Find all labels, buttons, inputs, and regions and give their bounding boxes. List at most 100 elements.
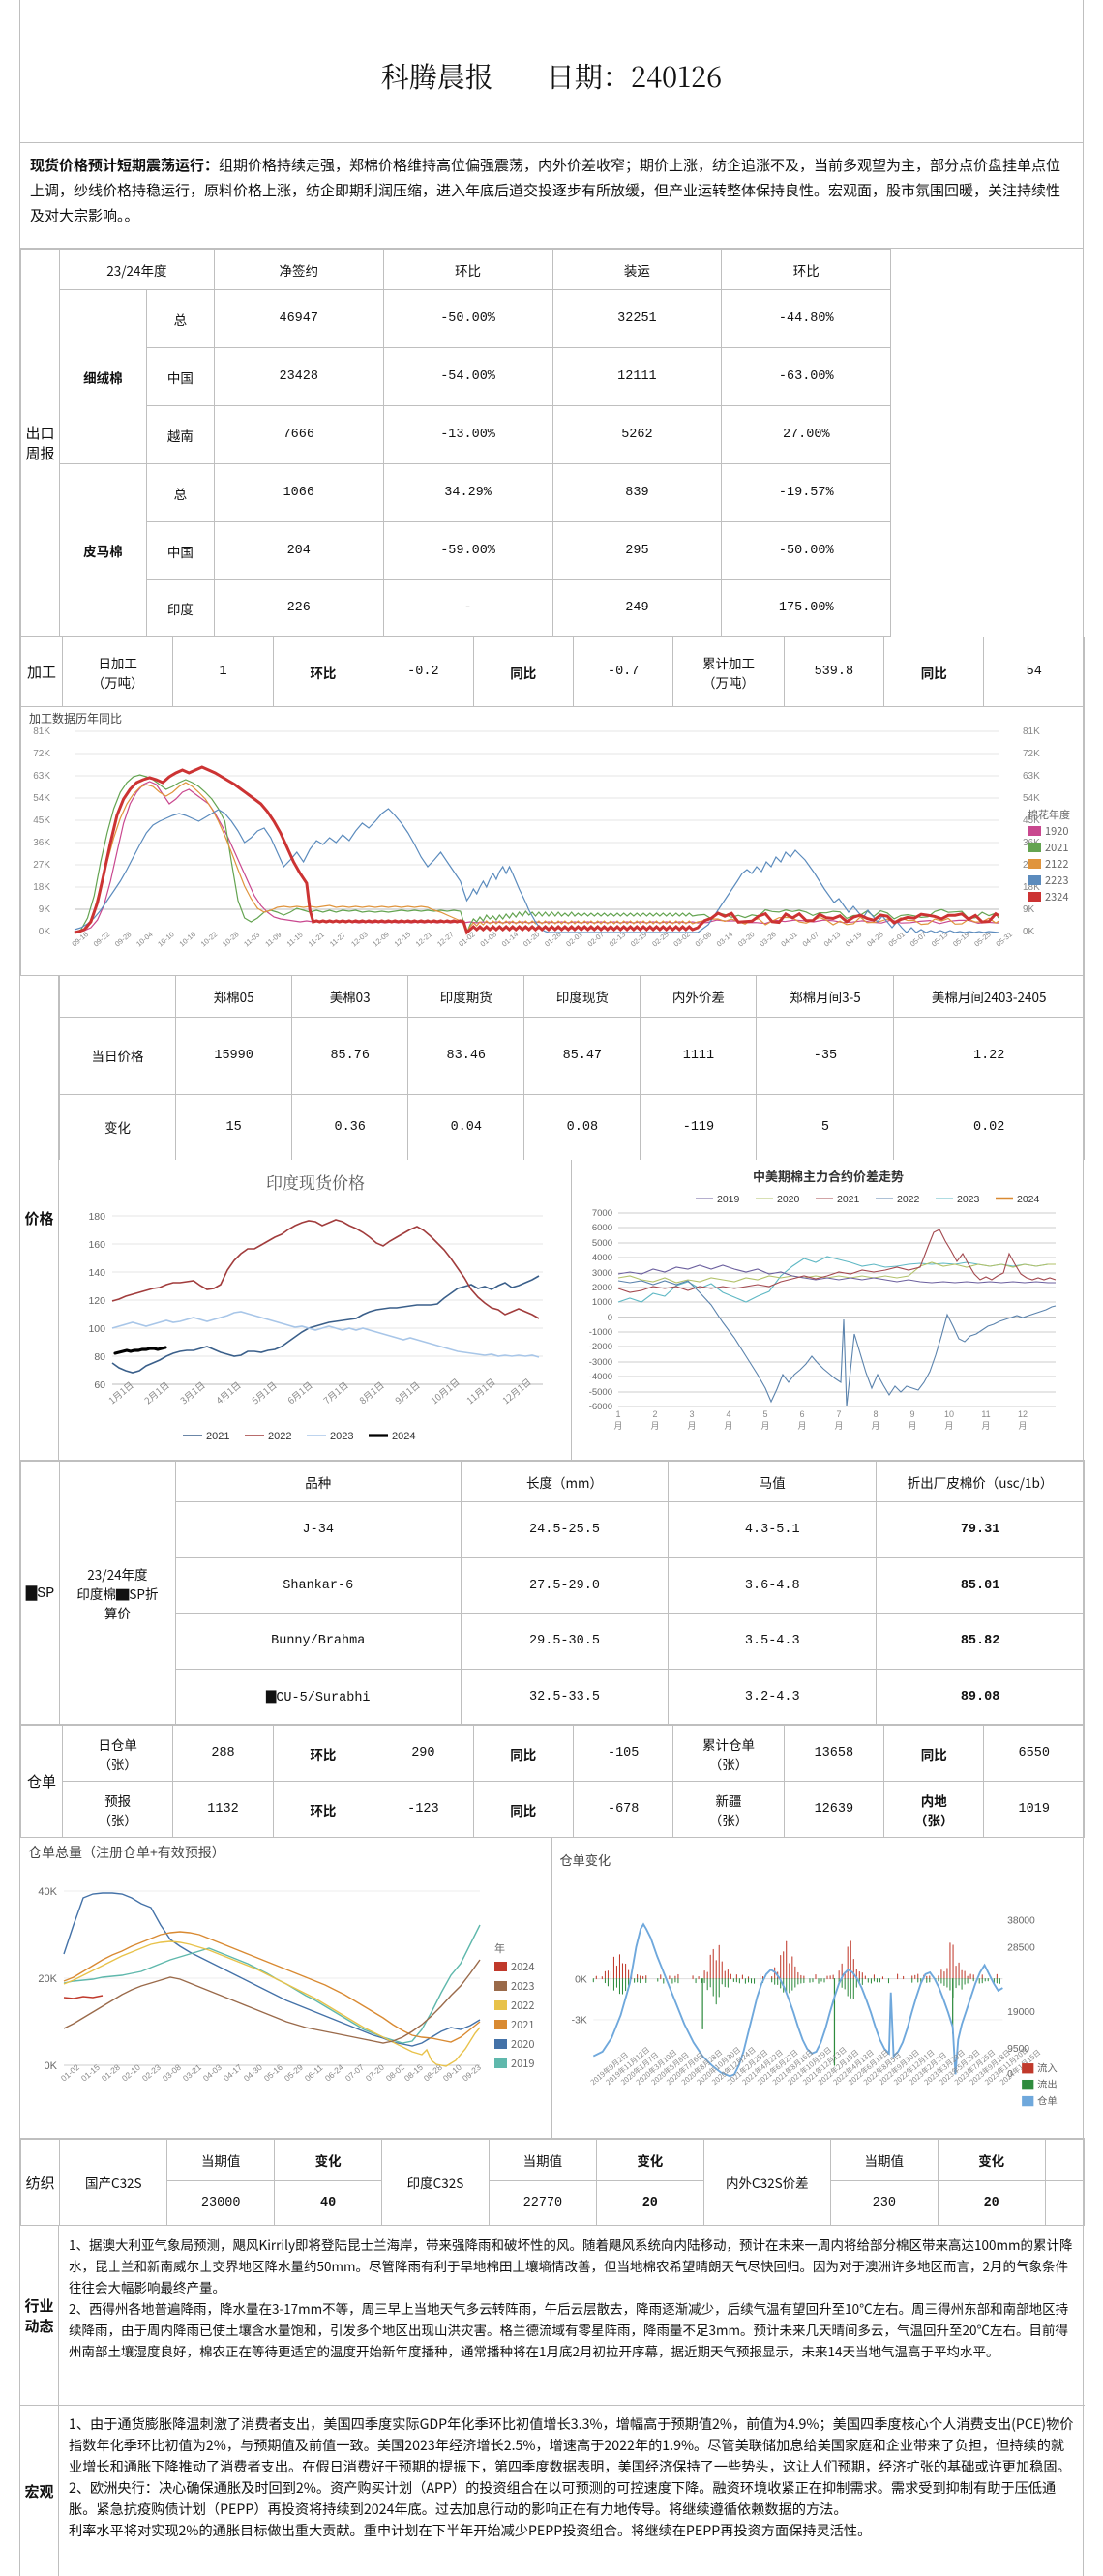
svg-text:月: 月 <box>724 1421 732 1431</box>
svg-text:81K: 81K <box>33 726 50 737</box>
svg-text:8: 8 <box>873 1409 878 1419</box>
svg-text:5000: 5000 <box>592 1238 612 1249</box>
svg-text:12-09: 12-09 <box>371 930 390 948</box>
svg-text:120: 120 <box>88 1295 105 1307</box>
svg-text:仓单总量（注册仓单+有效预报）: 仓单总量（注册仓单+有效预报） <box>28 1843 225 1862</box>
svg-text:09-22: 09-22 <box>92 930 111 948</box>
svg-text:12月1日: 12月1日 <box>499 1375 534 1406</box>
svg-text:04-19: 04-19 <box>844 930 863 948</box>
svg-text:-5000: -5000 <box>589 1387 612 1398</box>
svg-text:-2000: -2000 <box>589 1342 612 1352</box>
svg-text:11-15: 11-15 <box>285 931 305 949</box>
svg-text:18K: 18K <box>33 882 50 893</box>
svg-text:6: 6 <box>799 1409 804 1419</box>
svg-text:6月1日: 6月1日 <box>284 1378 315 1407</box>
svg-text:3000: 3000 <box>592 1268 612 1279</box>
svg-text:11月1日: 11月1日 <box>463 1375 498 1406</box>
svg-text:81K: 81K <box>1023 726 1040 737</box>
svg-text:4月1日: 4月1日 <box>213 1378 244 1407</box>
svg-text:9: 9 <box>909 1409 914 1419</box>
svg-text:7000: 7000 <box>592 1208 612 1219</box>
svg-text:04-01: 04-01 <box>779 930 798 948</box>
svg-text:棉花年度: 棉花年度 <box>1028 807 1070 822</box>
svg-text:04-25: 04-25 <box>865 930 884 948</box>
svg-text:8月1日: 8月1日 <box>356 1378 387 1407</box>
svg-text:2024: 2024 <box>392 1431 415 1442</box>
svg-text:2019: 2019 <box>511 2056 534 2071</box>
svg-text:月: 月 <box>834 1421 843 1431</box>
svg-text:12: 12 <box>1018 1409 1028 1419</box>
svg-text:2023: 2023 <box>511 1978 534 1994</box>
svg-text:12-21: 12-21 <box>414 930 433 948</box>
svg-text:加工数据历年同比: 加工数据历年同比 <box>29 710 122 726</box>
svg-text:2223: 2223 <box>1045 873 1068 888</box>
svg-text:9月1日: 9月1日 <box>392 1378 423 1407</box>
svg-text:月: 月 <box>871 1421 879 1431</box>
svg-text:11-21: 11-21 <box>307 931 326 949</box>
svg-text:1000: 1000 <box>592 1297 612 1308</box>
svg-text:40K: 40K <box>38 1886 57 1898</box>
svg-text:11-03: 11-03 <box>242 931 261 949</box>
svg-text:流入: 流入 <box>1037 2060 1058 2075</box>
svg-text:54K: 54K <box>1023 793 1040 804</box>
svg-text:5: 5 <box>762 1409 767 1419</box>
svg-text:01-14: 01-14 <box>500 930 520 948</box>
svg-text:2024: 2024 <box>511 1959 534 1974</box>
svg-text:10-16: 10-16 <box>178 930 197 948</box>
svg-text:2021: 2021 <box>1045 840 1068 855</box>
svg-text:0: 0 <box>608 1313 612 1323</box>
svg-text:年: 年 <box>494 1940 505 1956</box>
svg-text:01-20: 01-20 <box>522 930 541 948</box>
svg-text:38000: 38000 <box>1007 1915 1035 1926</box>
svg-text:100: 100 <box>88 1323 105 1335</box>
svg-text:10-28: 10-28 <box>221 930 240 948</box>
svg-text:月: 月 <box>981 1421 990 1431</box>
svg-text:10-22: 10-22 <box>199 930 219 948</box>
svg-text:2021: 2021 <box>206 1431 229 1442</box>
svg-text:2024: 2024 <box>1017 1194 1040 1205</box>
svg-text:月: 月 <box>687 1421 696 1431</box>
svg-text:月: 月 <box>944 1421 953 1431</box>
svg-text:72K: 72K <box>33 749 50 759</box>
svg-text:03-26: 03-26 <box>758 930 777 948</box>
svg-text:7月1日: 7月1日 <box>320 1378 351 1407</box>
svg-text:03-20: 03-20 <box>736 930 756 948</box>
svg-text:72K: 72K <box>1023 749 1040 759</box>
svg-text:2324: 2324 <box>1045 889 1068 904</box>
svg-text:27K: 27K <box>33 860 50 871</box>
svg-text:04-13: 04-13 <box>822 930 842 948</box>
svg-text:2023: 2023 <box>330 1431 353 1442</box>
svg-text:月: 月 <box>797 1421 806 1431</box>
svg-text:2020: 2020 <box>777 1194 800 1205</box>
svg-text:月: 月 <box>613 1421 622 1431</box>
svg-text:印度现货价格: 印度现货价格 <box>266 1170 365 1194</box>
svg-text:6000: 6000 <box>592 1223 612 1233</box>
svg-text:05-07: 05-07 <box>909 930 928 948</box>
svg-text:12-15: 12-15 <box>393 930 412 948</box>
svg-text:10-10: 10-10 <box>156 930 175 948</box>
svg-text:2022: 2022 <box>268 1431 291 1442</box>
svg-text:月: 月 <box>1018 1421 1027 1431</box>
svg-text:140: 140 <box>88 1267 105 1279</box>
svg-text:19000: 19000 <box>1007 2007 1035 2018</box>
svg-text:中美期棉主力合约价差走势: 中美期棉主力合约价差走势 <box>753 1167 904 1185</box>
svg-text:03-14: 03-14 <box>715 930 734 948</box>
svg-text:月: 月 <box>650 1421 659 1431</box>
svg-text:09-28: 09-28 <box>113 930 133 948</box>
svg-text:9K: 9K <box>39 904 51 915</box>
svg-text:60: 60 <box>94 1379 105 1391</box>
svg-text:-4000: -4000 <box>589 1372 612 1382</box>
svg-text:9K: 9K <box>1023 904 1035 915</box>
svg-text:2022: 2022 <box>511 1998 534 2013</box>
svg-text:流出: 流出 <box>1037 2076 1058 2090</box>
svg-text:月: 月 <box>760 1421 769 1431</box>
svg-text:4000: 4000 <box>592 1253 612 1263</box>
svg-text:2122: 2122 <box>1045 856 1068 872</box>
svg-text:28500: 28500 <box>1007 1942 1035 1953</box>
svg-text:10-04: 10-04 <box>134 930 154 948</box>
svg-text:-6000: -6000 <box>589 1402 612 1412</box>
svg-text:仓单: 仓单 <box>1037 2092 1058 2107</box>
svg-text:2021: 2021 <box>837 1194 860 1205</box>
svg-text:2022: 2022 <box>897 1194 920 1205</box>
svg-text:10月1日: 10月1日 <box>428 1375 462 1406</box>
